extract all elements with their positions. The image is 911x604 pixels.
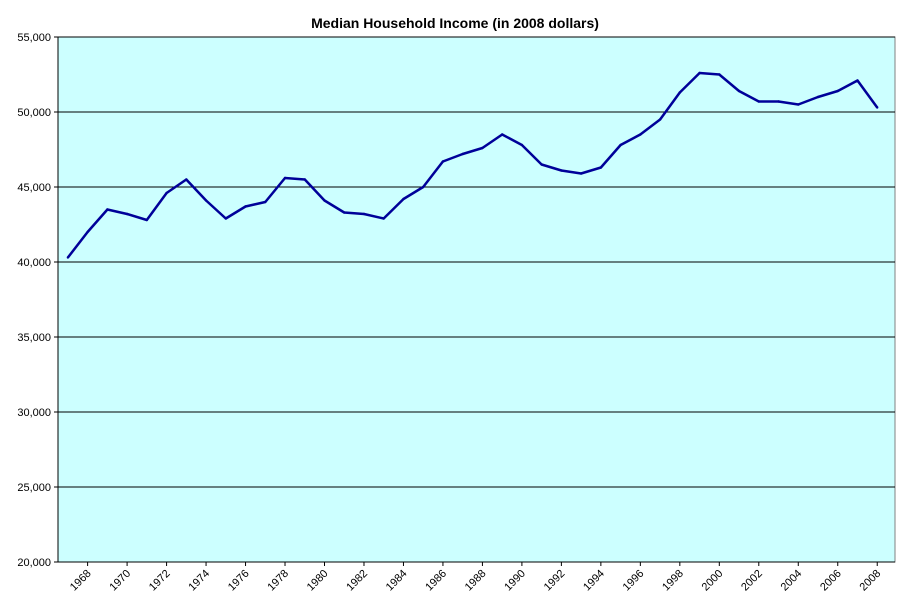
data-point: [639, 133, 642, 136]
y-tick-label: 20,000: [17, 557, 51, 569]
x-tick-label: 1980: [305, 568, 331, 594]
x-tick-label: 1990: [502, 568, 528, 594]
data-point: [323, 199, 326, 202]
data-point: [560, 169, 563, 172]
data-point: [343, 211, 346, 214]
series-group: [66, 71, 879, 259]
x-tick-label: 1976: [226, 568, 252, 594]
data-point: [757, 100, 760, 103]
y-tick-label: 30,000: [17, 407, 51, 419]
x-tick-label: 2002: [739, 568, 765, 594]
data-point: [441, 160, 445, 163]
data-point: [816, 95, 820, 99]
data-point: [283, 176, 287, 180]
data-point: [86, 230, 89, 234]
x-tick-label: 2004: [779, 568, 805, 594]
y-tick-label: 40,000: [17, 257, 51, 269]
data-point: [362, 212, 366, 216]
data-point: [422, 185, 425, 189]
data-point: [402, 197, 405, 201]
data-point: [658, 118, 662, 121]
data-point: [224, 217, 227, 220]
y-tick-label: 25,000: [17, 482, 51, 494]
y-tick-label: 55,000: [17, 32, 51, 44]
x-axis: 1968 1970 1972 1974 1976 1978 1980 1982 1984 1986…: [58, 561, 895, 594]
data-point: [264, 200, 267, 204]
data-point: [500, 133, 504, 136]
x-tick-label: 1968: [68, 568, 94, 594]
data-point: [619, 143, 622, 147]
data-point: [244, 205, 247, 208]
data-point: [461, 152, 464, 156]
data-point: [836, 89, 839, 93]
plot-area: [57, 36, 896, 563]
x-tick-label: 1984: [384, 568, 410, 594]
chart-title: Median Household Income (in 2008 dollars…: [311, 15, 599, 31]
x-tick-label: 1994: [581, 568, 607, 594]
data-point: [303, 178, 306, 181]
series-line: [66, 71, 879, 259]
data-point: [382, 217, 385, 220]
x-tick-label: 1986: [423, 568, 449, 594]
x-tick-label: 1998: [660, 568, 686, 594]
data-point: [599, 166, 603, 169]
data-point: [540, 163, 543, 166]
data-point: [797, 103, 800, 106]
data-point: [204, 199, 208, 202]
x-tick-label: 1970: [107, 568, 133, 594]
gridlines: [58, 36, 895, 488]
data-point: [718, 73, 721, 76]
data-point: [185, 178, 188, 181]
data-point: [876, 106, 879, 109]
x-tick-label: 1982: [344, 568, 370, 594]
y-tick-label: 50,000: [17, 107, 51, 119]
data-point: [737, 89, 741, 93]
x-tick-label: 2008: [858, 568, 884, 594]
x-tick-label: 1972: [147, 568, 173, 594]
data-point: [579, 172, 583, 175]
data-point: [165, 191, 168, 195]
data-point: [481, 146, 484, 150]
data-point: [125, 212, 129, 216]
x-tick-label: 1978: [265, 568, 291, 594]
x-tick-label: 1992: [542, 568, 568, 594]
x-tick-label: 2006: [818, 568, 844, 594]
y-axis: 20,000 25,000 30,000 35,000 40,000 45,000 50,0…: [17, 32, 59, 569]
y-tick-label: 45,000: [17, 182, 51, 194]
data-point: [520, 143, 524, 147]
data-point: [856, 79, 859, 82]
x-tick-label: 1974: [186, 568, 212, 594]
data-point: [698, 71, 701, 75]
data-point: [66, 256, 70, 259]
y-tick-label: 35,000: [17, 332, 51, 344]
data-point: [777, 100, 780, 103]
x-tick-label: 1996: [621, 568, 647, 594]
data-point: [106, 208, 109, 211]
x-tick-label: 2000: [700, 568, 726, 594]
data-point: [145, 218, 149, 222]
x-tick-label: 1988: [463, 568, 489, 594]
data-point: [678, 91, 682, 94]
